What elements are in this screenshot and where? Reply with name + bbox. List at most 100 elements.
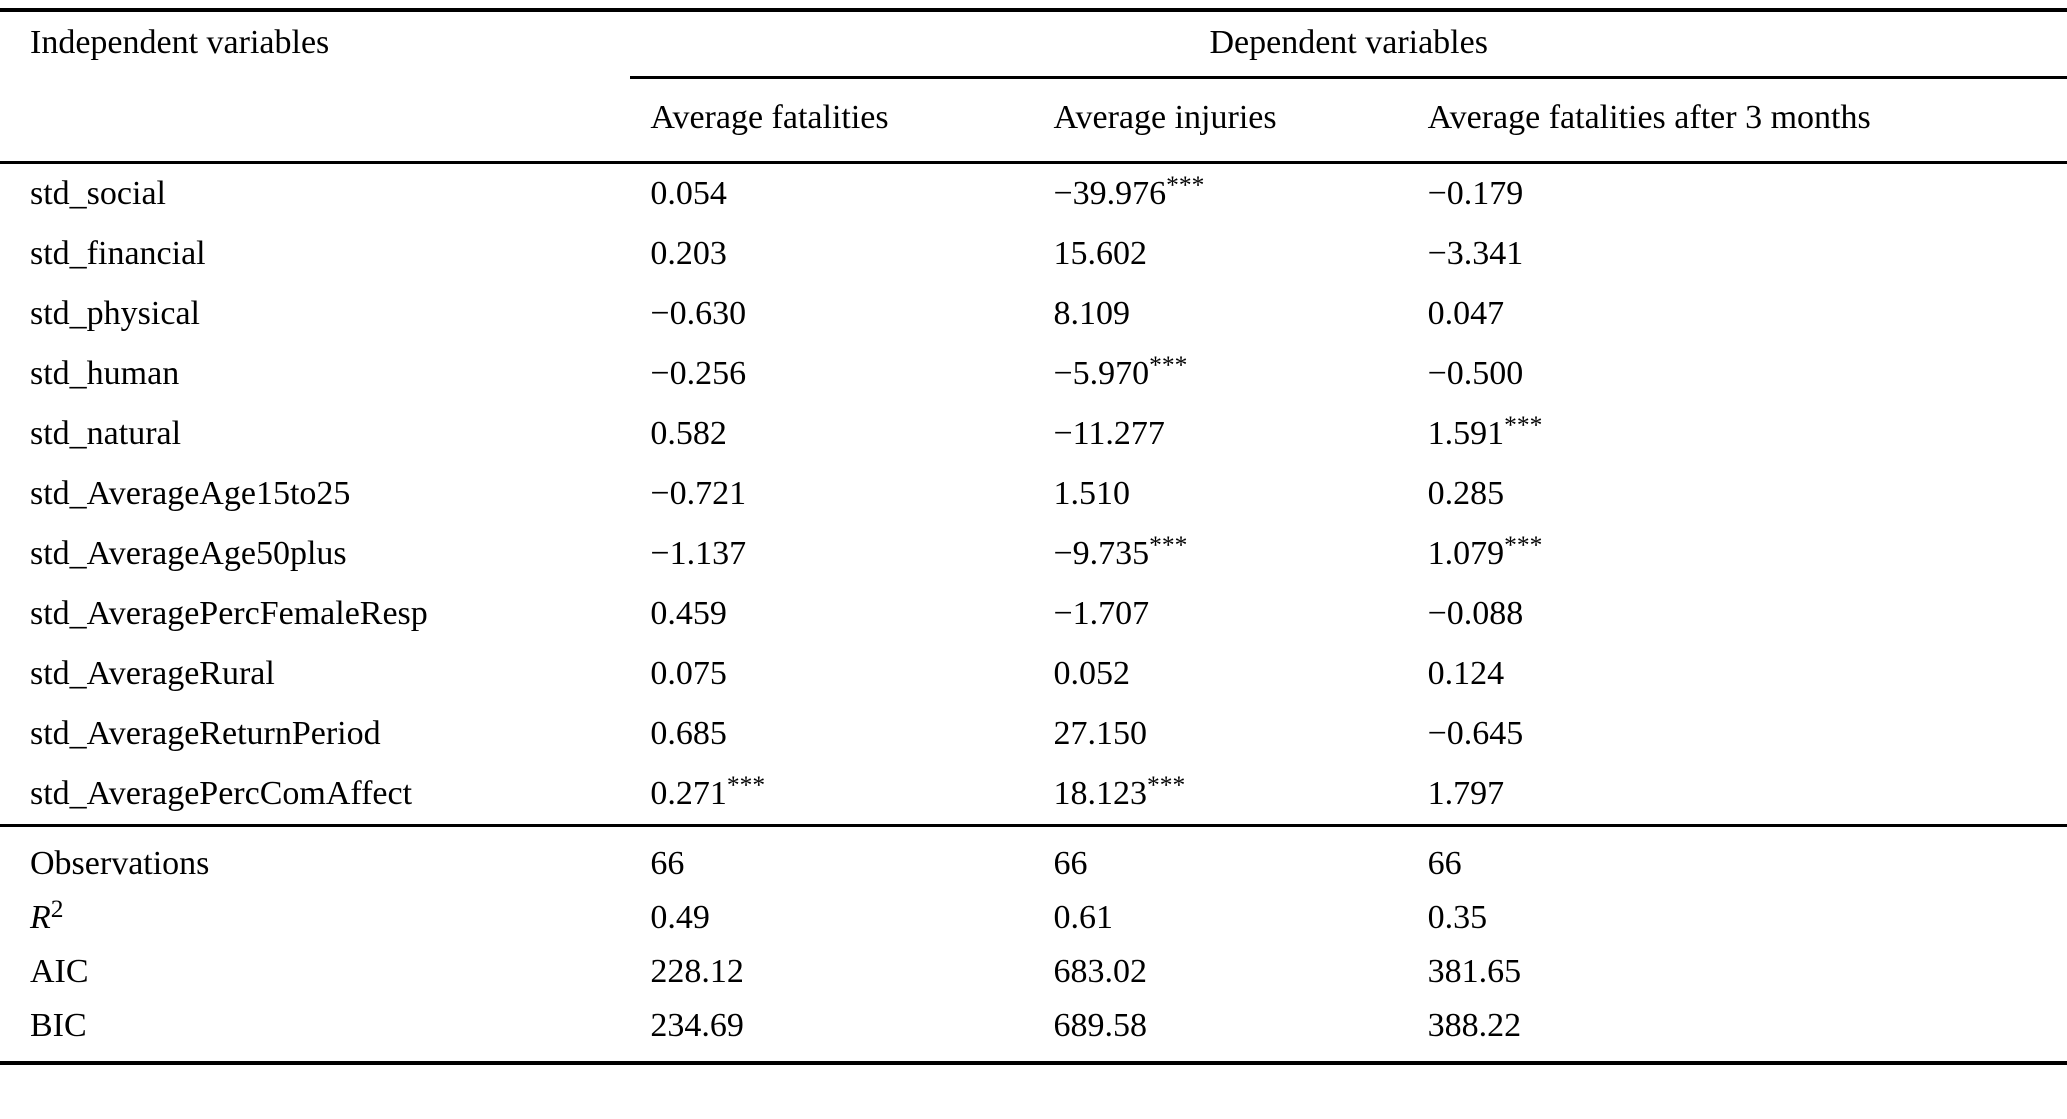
dependent-variables-heading: Dependent variables [630, 10, 2067, 79]
table-row-observations: Observations 66 66 66 [0, 826, 2067, 892]
table-row-r-squared: R2 0.49 0.61 0.35 [0, 891, 2067, 945]
coef-cell: −0.500 [1408, 344, 2067, 404]
coef-value: −1.137 [650, 535, 747, 572]
coef-value: 1.510 [1053, 475, 1130, 512]
stat-label: Observations [0, 826, 630, 892]
coef-cell: 27.150 [1033, 704, 1407, 764]
coef-cell: 1.591*** [1408, 404, 2067, 464]
column-header-average-fatalities: Average fatalities [650, 99, 889, 136]
coef-cell: −9.735*** [1033, 524, 1407, 584]
stat-label-text: AIC [30, 953, 89, 990]
coef-value: 18.123 [1053, 775, 1147, 812]
header-group-row: Independent variables Dependent variable… [0, 10, 2067, 79]
column-headers-row: Average fatalities Average injuries Aver… [0, 78, 2067, 163]
coef-value: 27.150 [1053, 715, 1147, 752]
coef-value: −3.341 [1427, 235, 1524, 272]
coef-cell: 1.797 [1408, 764, 2067, 826]
column-header-average-fatalities-3-months: Average fatalities after 3 months [1427, 99, 1871, 136]
coef-value: 0.054 [650, 175, 727, 212]
coef-cell: −0.088 [1408, 584, 2067, 644]
row-label: std_physical [30, 295, 200, 332]
coef-cell: −5.970*** [1033, 344, 1407, 404]
significance-stars: *** [1146, 769, 1186, 799]
stat-cell: 388.22 [1427, 1007, 1522, 1044]
row-label: std_financial [30, 235, 206, 272]
coef-value: 0.052 [1053, 655, 1130, 692]
coef-cell: −0.256 [630, 344, 1033, 404]
coef-cell: 0.271*** [630, 764, 1033, 826]
coef-value: 15.602 [1053, 235, 1147, 272]
stats-rows: Observations 66 66 66 R2 0.49 0.61 0.35 … [0, 826, 2067, 1064]
significance-stars: *** [1149, 349, 1188, 379]
coef-cell: 0.459 [630, 584, 1033, 644]
coef-value: −0.645 [1427, 715, 1524, 752]
column-header-average-injuries: Average injuries [1053, 99, 1277, 136]
coef-cell: −0.630 [630, 284, 1033, 344]
table-row: std_natural 0.582 −11.277 1.591*** [0, 404, 2067, 464]
coef-cell: −39.976*** [1033, 163, 1407, 225]
row-label: std_AverageRural [30, 655, 275, 692]
stat-cell: 0.49 [650, 899, 710, 936]
table-row: std_human −0.256 −5.970*** −0.500 [0, 344, 2067, 404]
stat-label-text: R [30, 899, 51, 936]
coef-cell: 0.685 [630, 704, 1033, 764]
coef-value: −39.976 [1053, 175, 1167, 212]
coef-value: −0.088 [1427, 595, 1524, 632]
table-header: Independent variables Dependent variable… [0, 10, 2067, 163]
stat-label-sup: 2 [50, 893, 64, 923]
coef-value: −5.970 [1053, 355, 1150, 392]
significance-stars: *** [1166, 169, 1205, 199]
coef-cell: 1.079*** [1408, 524, 2067, 584]
stat-label-text: Observations [30, 845, 210, 882]
row-label: std_natural [30, 415, 182, 452]
stat-cell: 683.02 [1053, 953, 1147, 990]
stat-label-text: BIC [30, 1007, 87, 1044]
coef-value: 1.079 [1427, 535, 1505, 572]
regression-table: Independent variables Dependent variable… [0, 8, 2067, 1065]
significance-stars: *** [1149, 529, 1188, 559]
row-label: std_human [30, 355, 180, 392]
coef-value: 1.797 [1427, 775, 1505, 812]
coef-cell: −11.277 [1033, 404, 1407, 464]
coef-value: 0.285 [1427, 475, 1505, 512]
coef-cell: 0.075 [630, 644, 1033, 704]
stat-cell: 689.58 [1053, 1007, 1147, 1044]
significance-stars: *** [726, 769, 766, 799]
coef-value: −0.630 [650, 295, 747, 332]
coef-value: 0.459 [650, 595, 727, 632]
coef-cell: −0.179 [1408, 163, 2067, 225]
stat-cell: 66 [1053, 845, 1088, 882]
table-row: std_AverageAge15to25 −0.721 1.510 0.285 [0, 464, 2067, 524]
table-row: std_AverageReturnPeriod 0.685 27.150 −0.… [0, 704, 2067, 764]
coef-value: 8.109 [1053, 295, 1130, 332]
coef-value: 0.124 [1427, 655, 1505, 692]
coef-value: −0.500 [1427, 355, 1524, 392]
stat-cell: 0.35 [1427, 899, 1488, 936]
coef-cell: −1.707 [1033, 584, 1407, 644]
stat-cell: 0.61 [1053, 899, 1113, 936]
coef-cell: 0.054 [630, 163, 1033, 225]
coef-cell: 0.203 [630, 224, 1033, 284]
stat-cell: 234.69 [650, 1007, 744, 1044]
coef-cell: −0.721 [630, 464, 1033, 524]
coef-cell: 0.052 [1033, 644, 1407, 704]
table-row-aic: AIC 228.12 683.02 381.65 [0, 945, 2067, 999]
coef-cell: 0.582 [630, 404, 1033, 464]
stat-label: BIC [0, 999, 630, 1063]
coef-value: 0.075 [650, 655, 727, 692]
table-row-bic: BIC 234.69 689.58 388.22 [0, 999, 2067, 1063]
row-label: std_AveragePercComAffect [30, 775, 413, 812]
table-row: std_AverageRural 0.075 0.052 0.124 [0, 644, 2067, 704]
coef-cell: 0.124 [1408, 644, 2067, 704]
row-label: std_AverageAge50plus [30, 535, 347, 572]
coef-value: 1.591 [1427, 415, 1505, 452]
coef-value: −0.179 [1427, 175, 1524, 212]
row-label: std_AveragePercFemaleResp [30, 595, 428, 632]
coef-cell: 15.602 [1033, 224, 1407, 284]
coef-value: −11.277 [1053, 415, 1165, 452]
coef-value: −9.735 [1053, 535, 1150, 572]
coef-cell: −3.341 [1408, 224, 2067, 284]
coef-cell: 8.109 [1033, 284, 1407, 344]
stat-cell: 381.65 [1427, 953, 1522, 990]
coefficient-rows: std_social 0.054 −39.976*** −0.179 std_f… [0, 163, 2067, 826]
